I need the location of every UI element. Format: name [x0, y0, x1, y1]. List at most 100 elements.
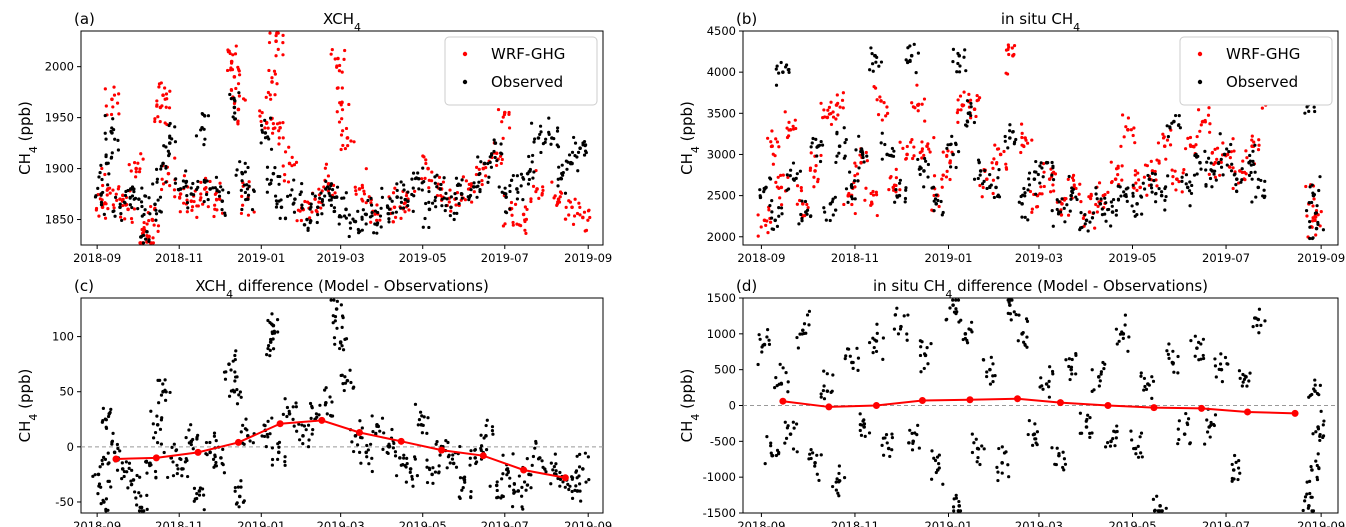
data-point [489, 153, 494, 157]
data-point [547, 116, 551, 120]
y-tick-label: 100 [52, 330, 74, 344]
data-point [128, 203, 132, 207]
x-tick-label: 2019-09 [564, 519, 612, 527]
data-point [880, 118, 884, 122]
data-point [451, 461, 456, 466]
panel-label: (a) [74, 10, 95, 28]
data-point [153, 117, 157, 121]
data-point [830, 389, 834, 393]
data-point [1219, 157, 1223, 161]
data-point [375, 203, 379, 207]
data-point [912, 154, 916, 158]
data-point [1061, 450, 1065, 454]
data-point [142, 509, 146, 513]
data-point [920, 147, 925, 151]
data-point [969, 101, 973, 106]
data-point [119, 215, 123, 219]
data-point [583, 144, 587, 148]
data-point [1126, 116, 1131, 120]
data-point [332, 206, 337, 210]
data-point [472, 185, 476, 189]
data-point [842, 202, 846, 207]
data-point [1237, 459, 1241, 463]
data-point [135, 503, 139, 507]
data-point [1033, 170, 1037, 174]
data-point [91, 474, 95, 478]
data-point [1218, 173, 1222, 177]
data-point [214, 464, 218, 468]
data-point [417, 418, 422, 422]
data-point [1304, 209, 1309, 213]
data-point [423, 176, 427, 180]
data-point [533, 137, 537, 141]
data-point [831, 110, 835, 114]
data-point [892, 149, 896, 153]
data-point [857, 166, 861, 170]
data-point [130, 468, 134, 472]
data-point [449, 205, 453, 210]
data-point [555, 129, 560, 133]
data-point [392, 441, 396, 445]
data-point [1022, 144, 1026, 149]
data-point [501, 224, 506, 228]
data-point [920, 140, 924, 144]
x-tick-label: 2019-03 [1015, 251, 1063, 265]
data-point [1215, 146, 1220, 150]
data-point [1314, 459, 1318, 463]
data-point [264, 121, 269, 125]
data-point [469, 449, 473, 453]
data-point [474, 461, 478, 466]
data-point [277, 182, 281, 186]
data-point [1193, 354, 1197, 358]
data-point [543, 140, 547, 144]
data-point [204, 192, 209, 197]
data-point [1064, 196, 1068, 201]
data-point [140, 186, 144, 190]
data-point [1166, 135, 1171, 139]
data-point [1195, 134, 1199, 139]
data-point [974, 437, 978, 441]
data-point [127, 461, 132, 465]
data-point [285, 414, 289, 419]
data-point [363, 212, 367, 216]
data-point [1195, 172, 1199, 176]
data-point [157, 401, 161, 405]
data-point [1308, 236, 1312, 241]
x-tick-label: 2018-11 [831, 519, 879, 527]
data-point [1150, 396, 1154, 400]
data-point [556, 184, 560, 188]
data-point [578, 213, 582, 217]
data-point [904, 157, 908, 161]
data-point [531, 184, 536, 189]
data-point [930, 449, 934, 453]
data-point [281, 33, 285, 38]
data-point [865, 159, 869, 163]
x-tick-label: 2018-11 [155, 519, 203, 527]
data-point [834, 488, 838, 492]
data-point [540, 191, 544, 196]
data-point [1041, 387, 1045, 391]
data-point [160, 104, 164, 108]
data-point [1109, 200, 1113, 204]
data-point [235, 375, 239, 379]
y-tick-label: 4500 [707, 24, 736, 38]
data-point [1074, 372, 1078, 376]
data-point [1310, 236, 1315, 241]
data-point [229, 88, 234, 92]
data-point [339, 303, 343, 307]
data-point [164, 390, 168, 394]
data-point [1067, 174, 1071, 179]
data-point [541, 188, 545, 193]
data-point [559, 191, 564, 195]
data-point [1314, 233, 1318, 237]
data-point [532, 140, 536, 144]
data-point [338, 346, 342, 351]
data-point [1094, 186, 1098, 190]
data-point [413, 402, 418, 406]
data-point [461, 476, 466, 480]
data-point [1230, 162, 1234, 166]
data-point [178, 210, 182, 214]
data-point [1251, 149, 1255, 153]
data-point [553, 452, 557, 456]
data-point [800, 199, 804, 203]
